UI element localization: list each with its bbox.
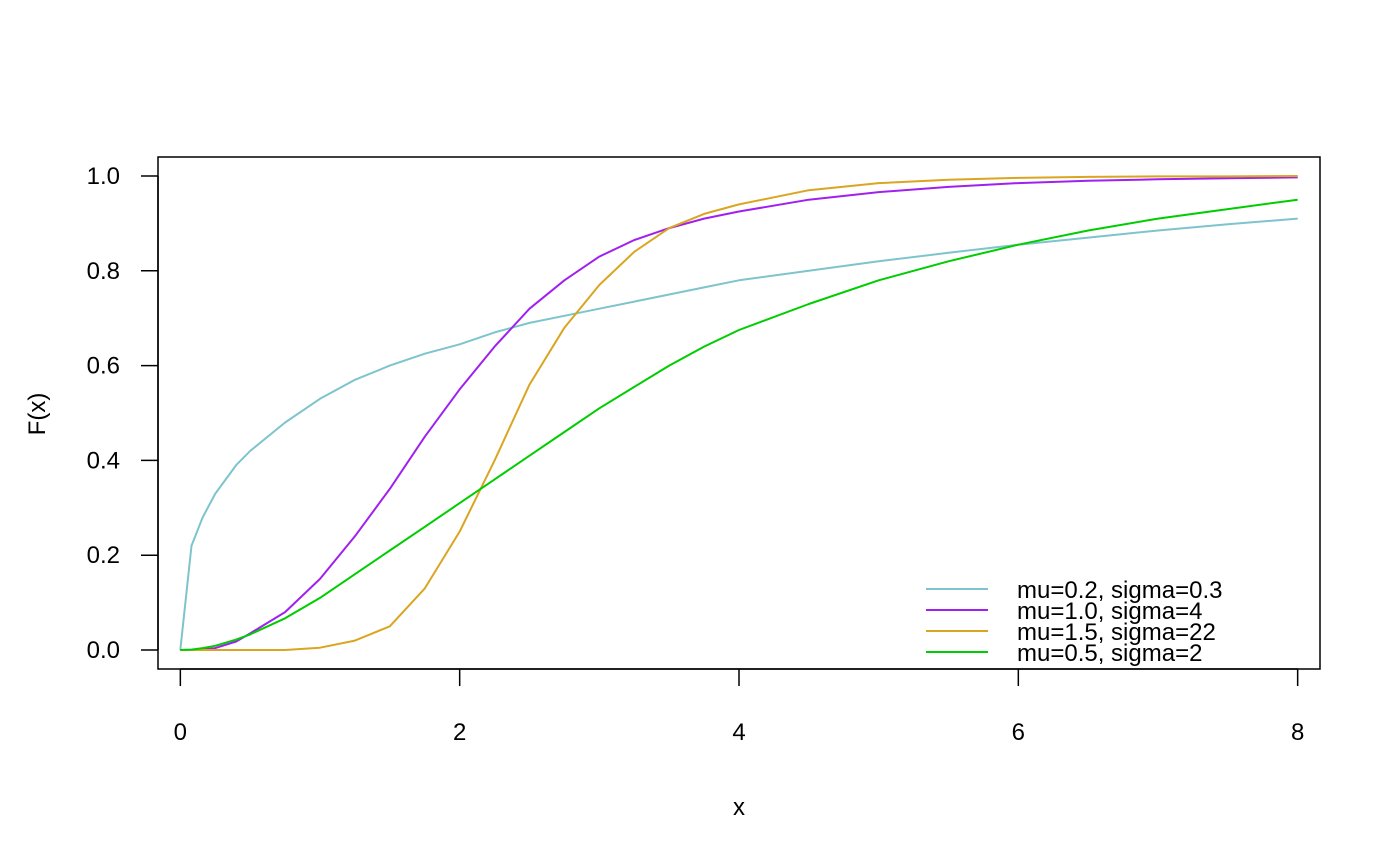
y-tick-label: 1.0 xyxy=(87,163,120,190)
y-tick-label: 0.8 xyxy=(87,258,120,285)
x-tick-label: 6 xyxy=(1012,719,1025,746)
series-line-3 xyxy=(180,175,1298,651)
x-axis-label: x xyxy=(733,794,745,821)
x-tick-label: 2 xyxy=(453,719,466,746)
series-line-4 xyxy=(180,198,1298,651)
x-tick-label: 0 xyxy=(174,719,187,746)
legend-label: mu=0.5, sigma=2 xyxy=(1017,640,1202,667)
legend-label: mu=1.5, sigma=22 xyxy=(1017,619,1216,646)
y-tick-label: 0.0 xyxy=(87,637,120,664)
x-tick-label: 4 xyxy=(732,719,745,746)
x-axis: 0 2 4 6 8 xyxy=(174,668,1304,746)
legend-label: mu=0.2, sigma=0.3 xyxy=(1017,577,1222,604)
y-tick-label: 0.6 xyxy=(87,353,120,380)
series-layer xyxy=(179,175,1298,651)
y-axis-label: F(x) xyxy=(24,393,51,436)
series-line-1 xyxy=(179,217,1298,651)
legend-label: mu=1.0, sigma=4 xyxy=(1017,598,1202,625)
y-tick-label: 0.2 xyxy=(87,542,120,569)
y-tick-label: 0.4 xyxy=(87,447,120,474)
y-axis: 0.0 0.2 0.4 0.6 0.8 1.0 xyxy=(87,163,159,664)
legend: mu=0.2, sigma=0.3mu=1.0, sigma=4mu=1.5, … xyxy=(926,577,1222,667)
x-tick-label: 8 xyxy=(1291,719,1304,746)
